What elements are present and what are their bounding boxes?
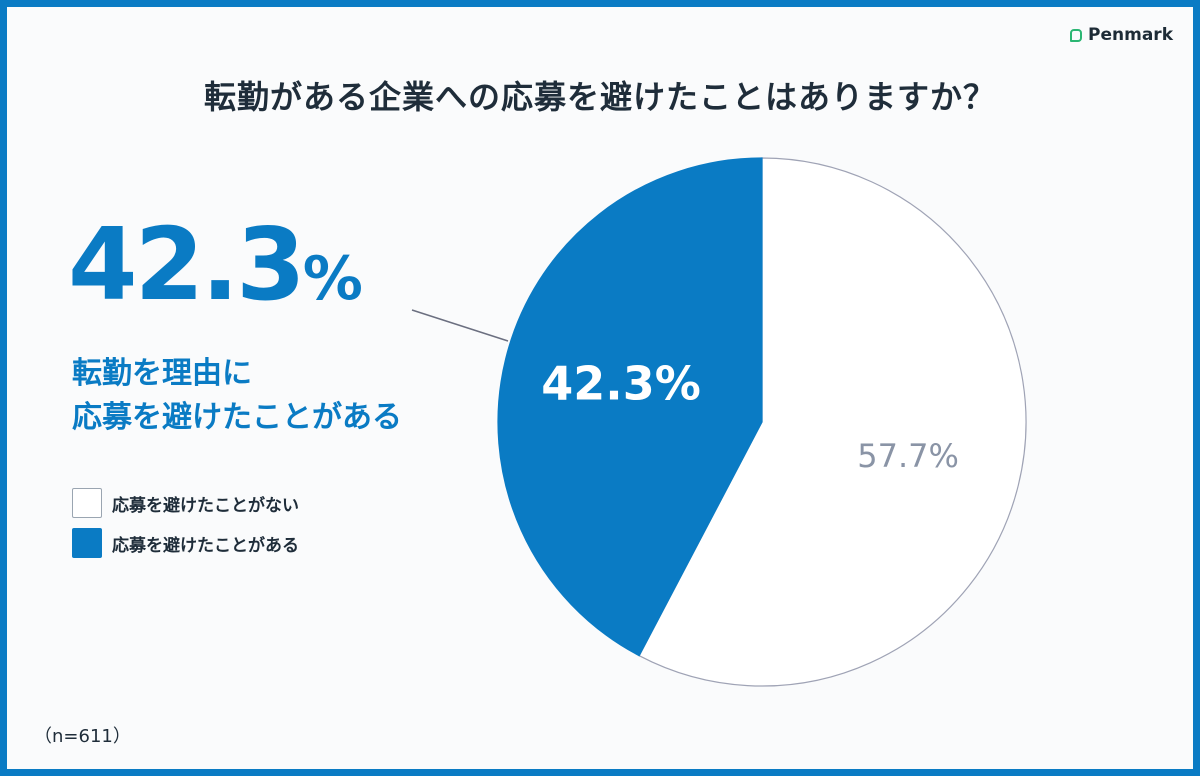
highlight-unit: % <box>302 244 363 314</box>
pie-labels: 57.7% 42.3% <box>541 357 959 475</box>
pie-slice-0 <box>638 157 1027 687</box>
legend-label: 応募を避けたことがない <box>112 495 299 516</box>
brand-name: Penmark <box>1088 25 1173 45</box>
legend-swatch-white <box>72 488 102 518</box>
pie-slices <box>497 157 1027 687</box>
highlight-caption: 転勤を理由に 応募を避けたことがある <box>72 352 402 440</box>
pie-slice-label-0: 57.7% <box>857 437 959 475</box>
legend-item-not-avoided: 応募を避けたことがない <box>72 486 299 520</box>
highlight-number: 42.3 <box>68 206 306 323</box>
legend-swatch-blue <box>72 528 102 558</box>
callout-leader-line <box>411 309 509 342</box>
chart-title: 転勤がある企業への応募を避けたことはありますか？ <box>203 78 996 116</box>
legend-label: 応募を避けたことがある <box>112 535 299 556</box>
pie-slice-label-1: 42.3% <box>541 357 701 411</box>
legend-item-avoided: 応募を避けたことがある <box>72 526 299 560</box>
highlight-percentage: 42.3% <box>68 215 363 315</box>
sample-size-note: （n=611） <box>34 726 131 747</box>
pie-slice-1 <box>497 157 763 657</box>
chart-legend: 応募を避けたことがない 応募を避けたことがある <box>72 486 299 566</box>
highlight-caption-line-1: 転勤を理由に <box>72 356 252 391</box>
penmark-logo-icon <box>1070 28 1083 42</box>
highlight-caption-line-2: 応募を避けたことがある <box>72 400 402 435</box>
brand-logo: Penmark <box>1070 25 1173 45</box>
